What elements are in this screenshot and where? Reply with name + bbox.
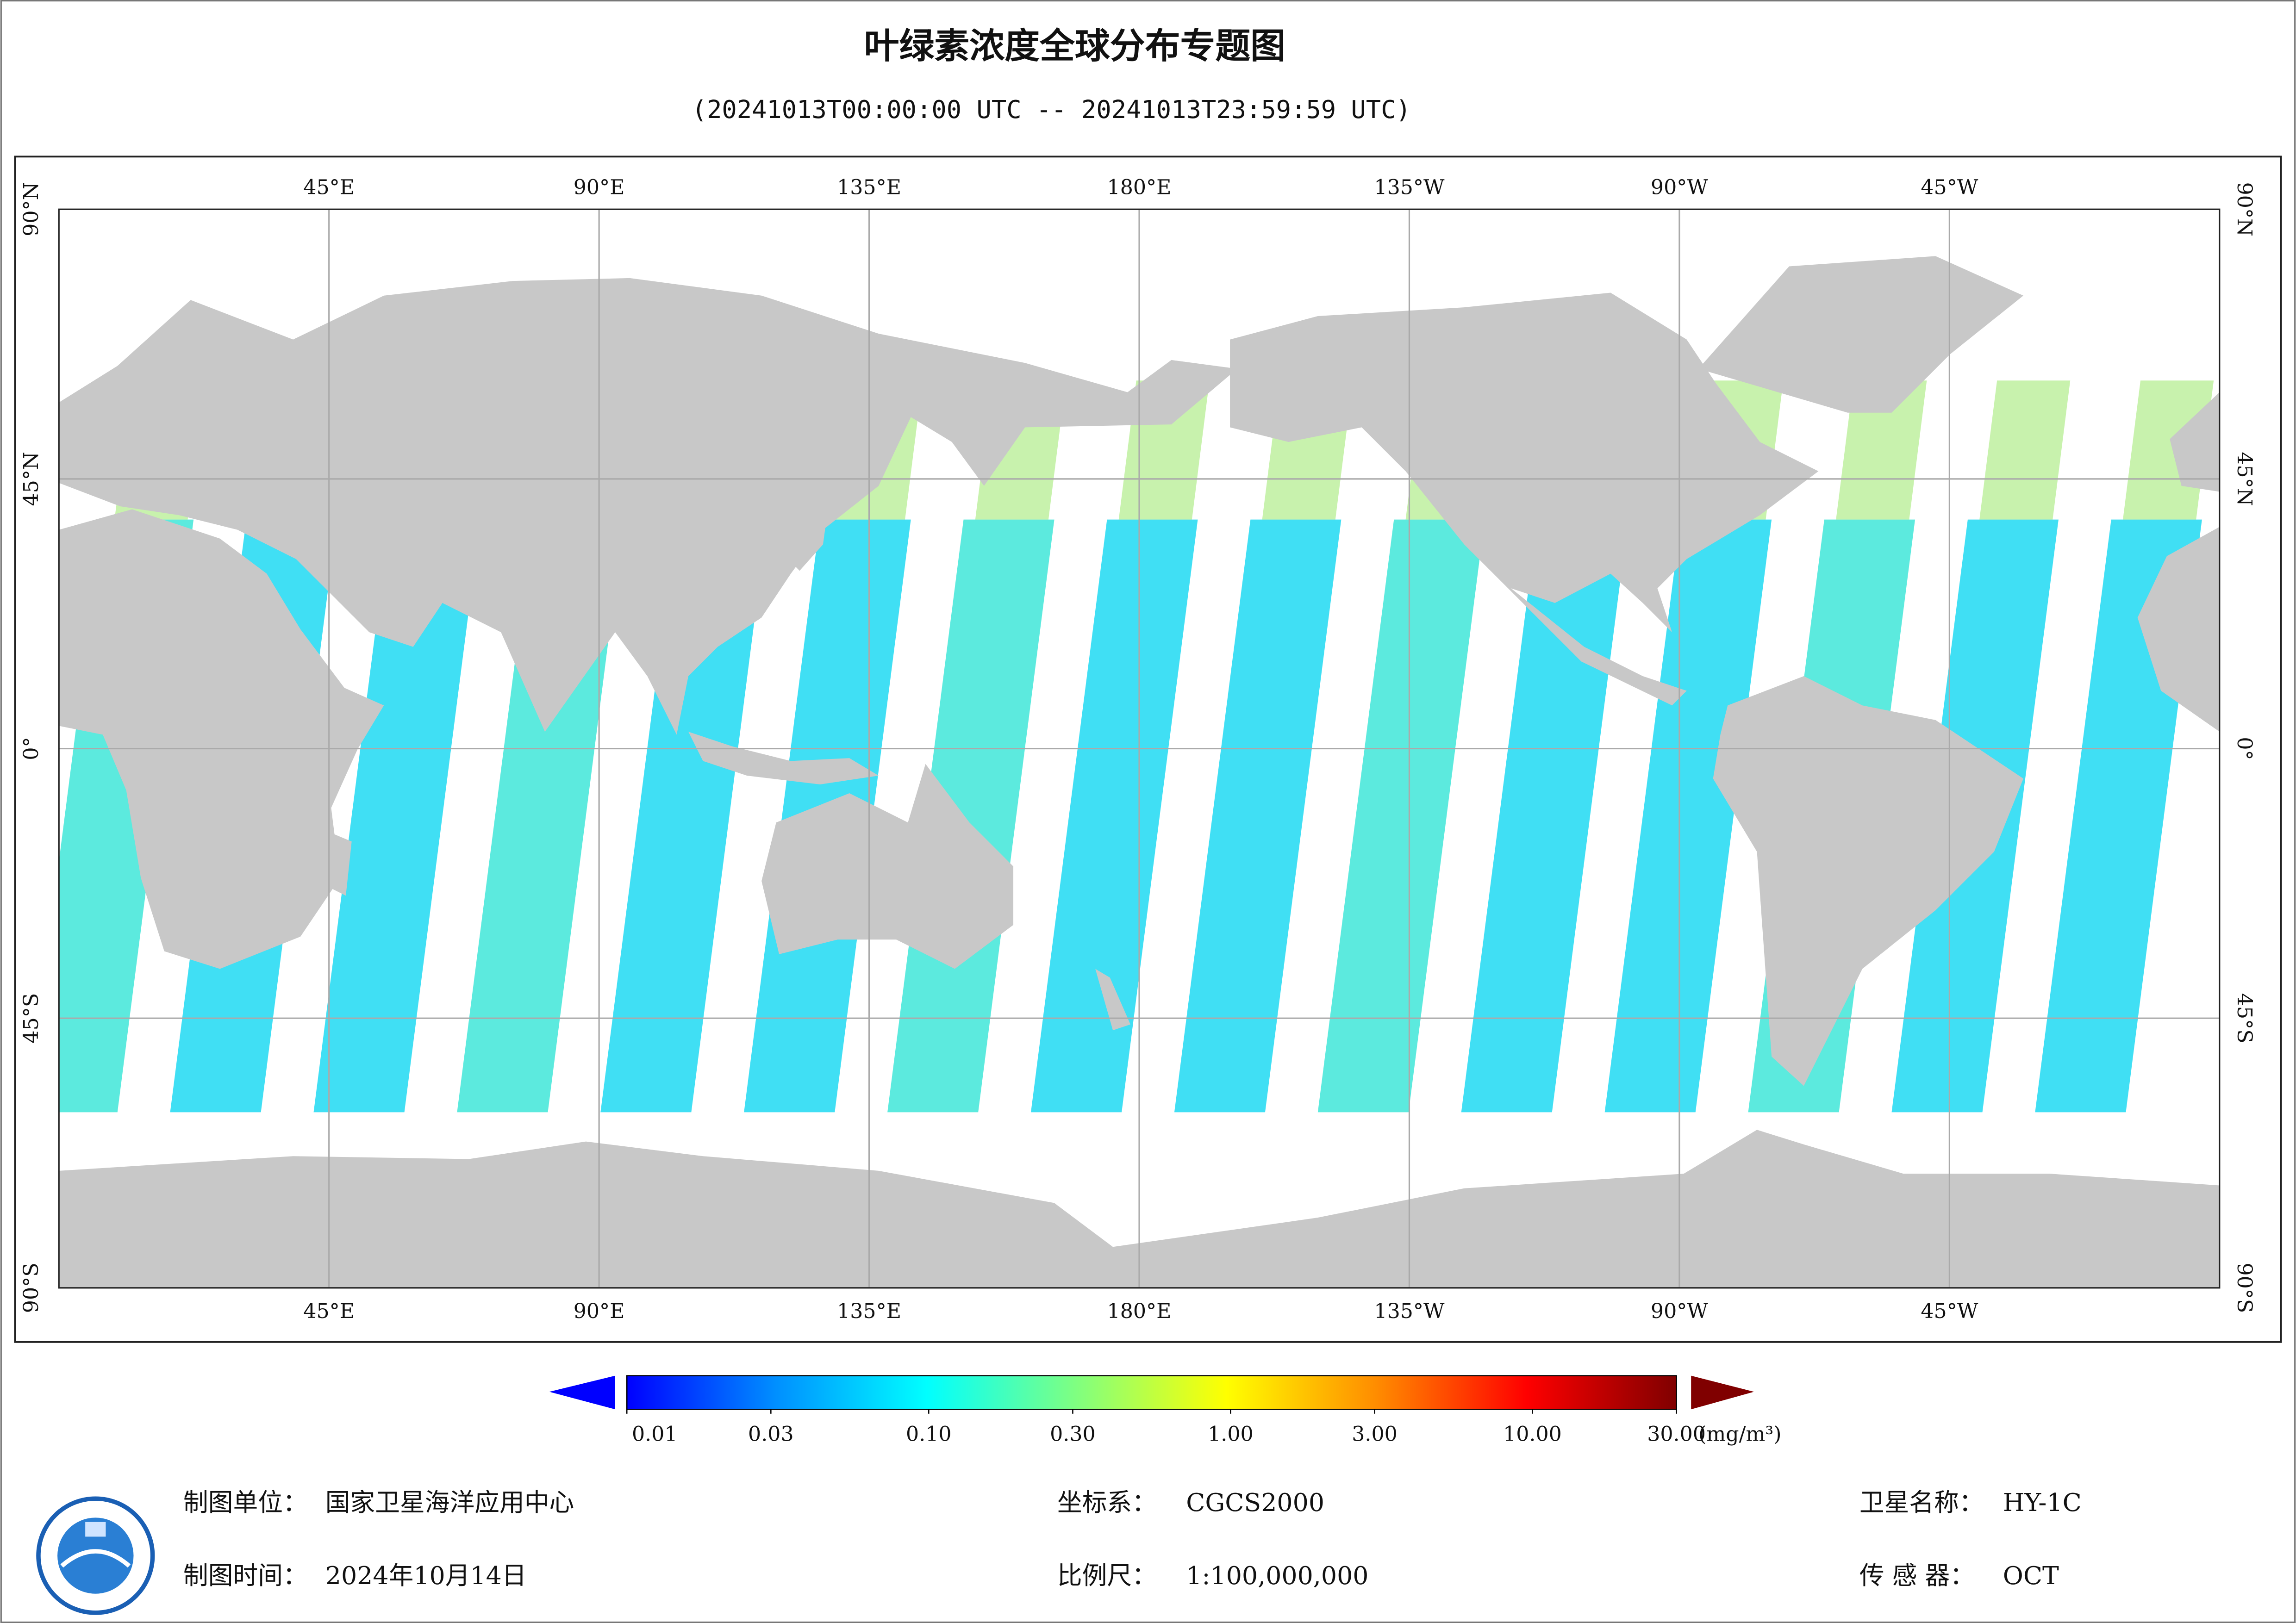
colorbar-tick-label: 0.30 bbox=[1050, 1423, 1096, 1446]
lat-label-left: 90°S bbox=[19, 1262, 43, 1313]
colorbar-tick-label: 3.00 bbox=[1352, 1423, 1398, 1446]
map-area bbox=[59, 209, 2220, 1288]
footer-value: 1:100,000,000 bbox=[1186, 1561, 1368, 1590]
footer-label: 坐标系： bbox=[1057, 1488, 1157, 1517]
swath-fringe bbox=[1979, 380, 2071, 520]
madagascar bbox=[328, 834, 352, 896]
footer-label: 传 感 器： bbox=[1859, 1561, 1975, 1590]
lat-label-left: 45°S bbox=[19, 993, 43, 1044]
colorbar-tick-label: 1.00 bbox=[1208, 1423, 1254, 1446]
japan bbox=[791, 480, 832, 571]
colorbar-tick-label: 0.10 bbox=[906, 1423, 952, 1446]
colorbar-unit: (mg/m³) bbox=[1698, 1423, 1781, 1446]
footer-label: 制图单位： bbox=[183, 1488, 308, 1517]
swath bbox=[887, 519, 1054, 1113]
australia bbox=[761, 764, 1014, 969]
footer-value: CGCS2000 bbox=[1186, 1488, 1324, 1517]
lon-label-bottom: 45°E bbox=[303, 1300, 355, 1323]
footer-label: 卫星名称： bbox=[1859, 1488, 1984, 1517]
colorbar-under bbox=[549, 1375, 615, 1410]
footer-value: 2024年10月14日 bbox=[325, 1561, 527, 1590]
footer-value: 国家卫星海洋应用中心 bbox=[325, 1488, 574, 1517]
eurasia bbox=[59, 278, 1237, 735]
lat-label-right: 45°N bbox=[2233, 452, 2256, 506]
lon-label-bottom: 180°E bbox=[1107, 1300, 1172, 1323]
lat-label-right: 0° bbox=[2233, 737, 2256, 760]
swath bbox=[1317, 519, 1485, 1113]
logo-satellite bbox=[85, 1522, 106, 1537]
new-zealand bbox=[1095, 969, 1131, 1031]
map-border bbox=[58, 208, 2221, 1289]
lat-label-left: 90°N bbox=[19, 182, 43, 236]
graticule-labels: 45°E 45°E 90°E 90°E 135°E 135°E 180°E 180°E 135°… bbox=[19, 175, 2256, 1323]
lat-label-right: 90°S bbox=[2233, 1262, 2256, 1313]
map-title: 叶绿素浓度全球分布专题图 bbox=[864, 25, 1286, 66]
colorbar-ramp bbox=[626, 1375, 1677, 1410]
logo bbox=[36, 1496, 155, 1615]
lat-label-right: 45°S bbox=[2233, 993, 2256, 1044]
swath bbox=[1461, 519, 1628, 1113]
colorbar-tick-label: 0.01 bbox=[632, 1423, 678, 1446]
colorbar-over bbox=[1691, 1375, 1754, 1410]
colorbar-tick-label: 10.00 bbox=[1503, 1423, 1562, 1446]
swath bbox=[1604, 519, 1772, 1113]
lat-label-right: 90°N bbox=[2233, 182, 2256, 236]
swath-fringe bbox=[1836, 380, 1927, 520]
map-subtitle: (20241013T00:00:00 UTC -- 20241013T23:59… bbox=[692, 95, 1411, 124]
swath bbox=[1174, 519, 1341, 1113]
footer-label: 比例尺： bbox=[1057, 1561, 1157, 1590]
west-africa bbox=[2137, 527, 2220, 732]
lon-label-top: 135°W bbox=[1374, 175, 1445, 199]
colorbar: 0.01 0.03 0.10 0.30 1.00 3.00 10.00 30.00(mg/m³… bbox=[549, 1375, 1782, 1446]
west-europe bbox=[2170, 392, 2220, 492]
lon-label-bottom: 135°W bbox=[1374, 1300, 1445, 1323]
greenland bbox=[1698, 256, 2024, 413]
footer-label: 制图时间： bbox=[183, 1561, 308, 1590]
lat-label-left: 0° bbox=[19, 737, 43, 760]
logo-wave bbox=[60, 1549, 131, 1568]
colorbar-tick-label: 0.03 bbox=[748, 1423, 794, 1446]
lon-label-top: 135°E bbox=[837, 175, 901, 199]
lon-label-top: 90°E bbox=[574, 175, 625, 199]
logo-globe bbox=[57, 1517, 134, 1594]
graticule bbox=[59, 209, 2220, 1288]
swath bbox=[600, 519, 767, 1113]
south-america bbox=[1713, 676, 2024, 1086]
lon-label-top: 90°W bbox=[1651, 175, 1708, 199]
indonesia bbox=[688, 732, 879, 784]
lon-label-top: 45°E bbox=[303, 175, 355, 199]
lon-label-top: 45°W bbox=[1921, 175, 1978, 199]
lon-label-bottom: 135°E bbox=[837, 1300, 901, 1323]
lon-label-bottom: 45°W bbox=[1921, 1300, 1978, 1323]
footer-value: OCT bbox=[2003, 1561, 2059, 1590]
lon-label-bottom: 90°W bbox=[1651, 1300, 1708, 1323]
swath bbox=[313, 519, 480, 1113]
swath bbox=[1031, 519, 1198, 1113]
africa bbox=[59, 509, 384, 969]
footer-value: HY-1C bbox=[2003, 1488, 2082, 1517]
lon-label-top: 180°E bbox=[1107, 175, 1172, 199]
colorbar-tick-label: 30.00 bbox=[1647, 1423, 1706, 1446]
lat-label-left: 45°N bbox=[19, 452, 43, 506]
lon-label-bottom: 90°E bbox=[574, 1300, 625, 1323]
north-america bbox=[1230, 292, 1819, 706]
